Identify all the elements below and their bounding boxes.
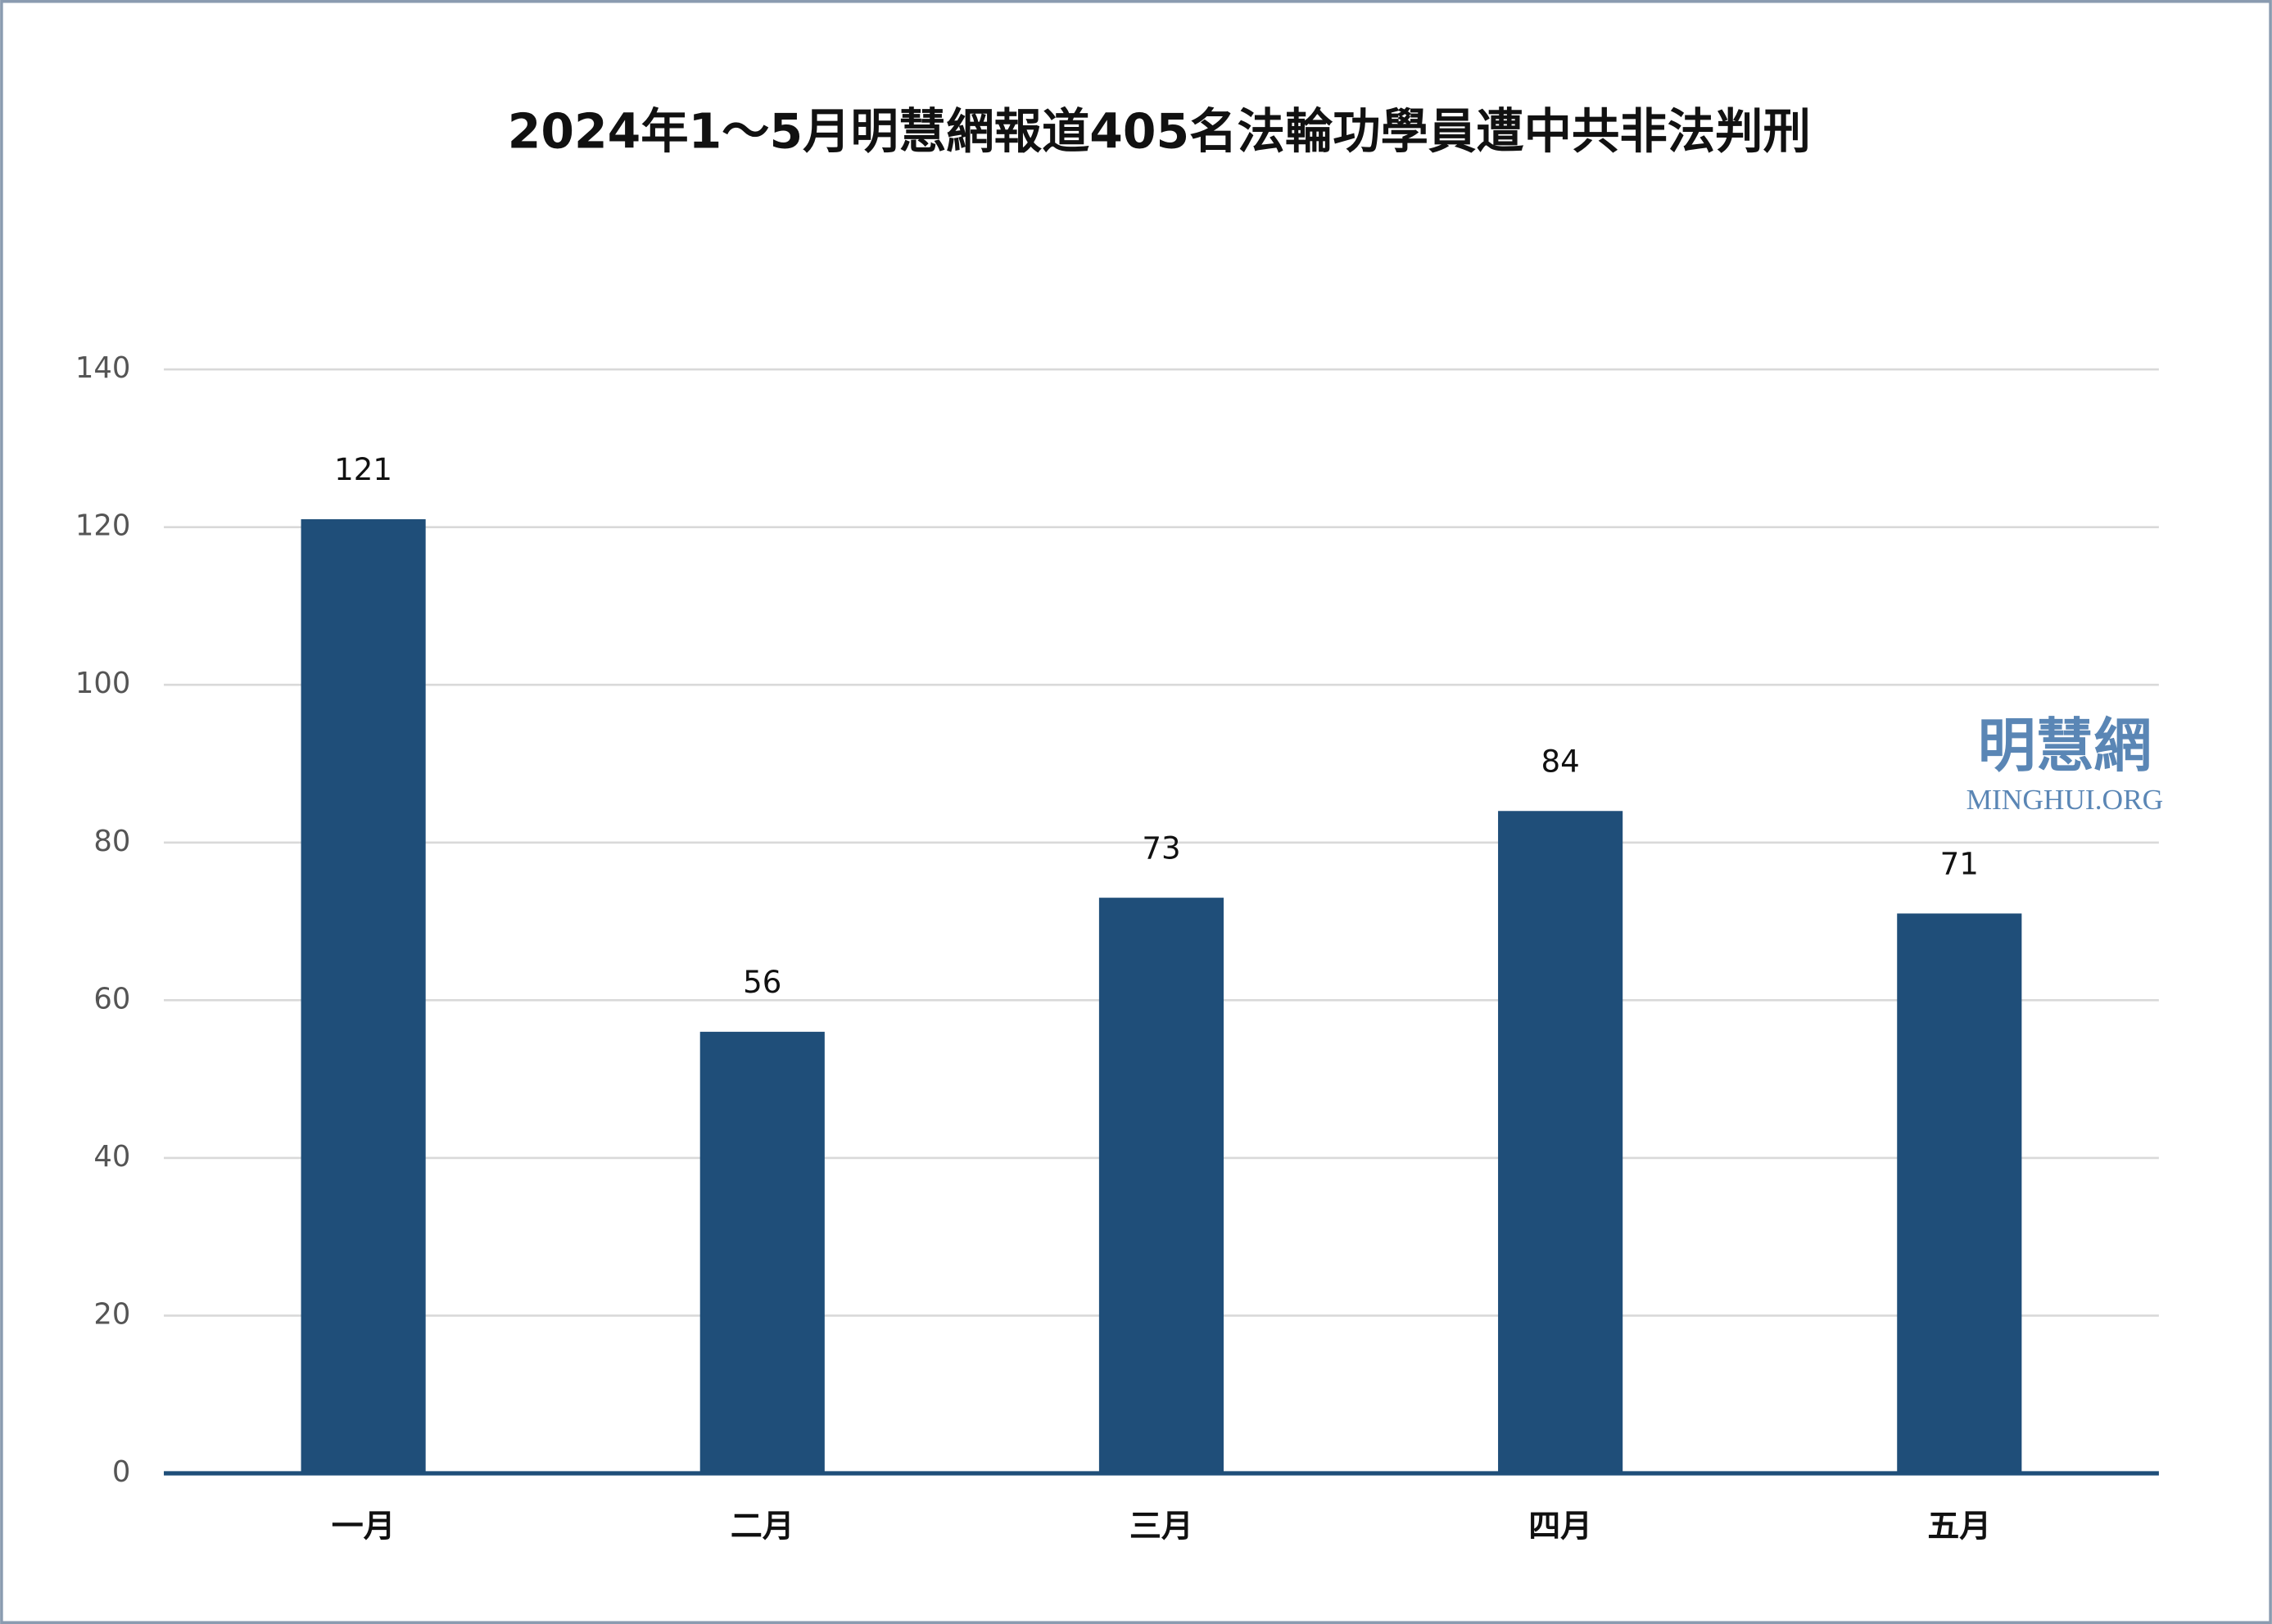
data-label: 56 [743,965,781,1000]
watermark-url: MINGHUI.ORG [1967,783,2164,816]
x-tick-label: 三月 [1129,1509,1193,1545]
x-tick-label: 四月 [1528,1509,1592,1545]
bar [1098,898,1224,1474]
y-tick-label: 20 [93,1297,130,1331]
watermark-name: 明慧網 [1978,712,2152,780]
x-tick-label: 五月 [1927,1509,1991,1545]
y-tick-label: 80 [93,825,130,858]
data-label: 121 [334,452,392,487]
chart-title: 2024年1～5月明慧網報道405名法輪功學員遭中共非法判刑 [508,104,1811,160]
y-tick-label: 60 [93,982,130,1016]
bar [301,519,426,1474]
bar [699,1031,825,1474]
data-label: 84 [1541,744,1580,779]
y-tick-label: 120 [75,509,131,543]
bar [1498,811,1623,1474]
data-label: 71 [1940,847,1979,882]
x-tick-label: 二月 [731,1509,794,1545]
bar [1897,913,2022,1474]
y-tick-label: 40 [93,1140,130,1174]
y-tick-label: 0 [112,1455,131,1489]
y-tick-label: 100 [75,667,131,700]
y-tick-label: 140 [75,351,131,385]
data-label: 73 [1142,830,1180,866]
x-tick-label: 一月 [332,1509,396,1545]
